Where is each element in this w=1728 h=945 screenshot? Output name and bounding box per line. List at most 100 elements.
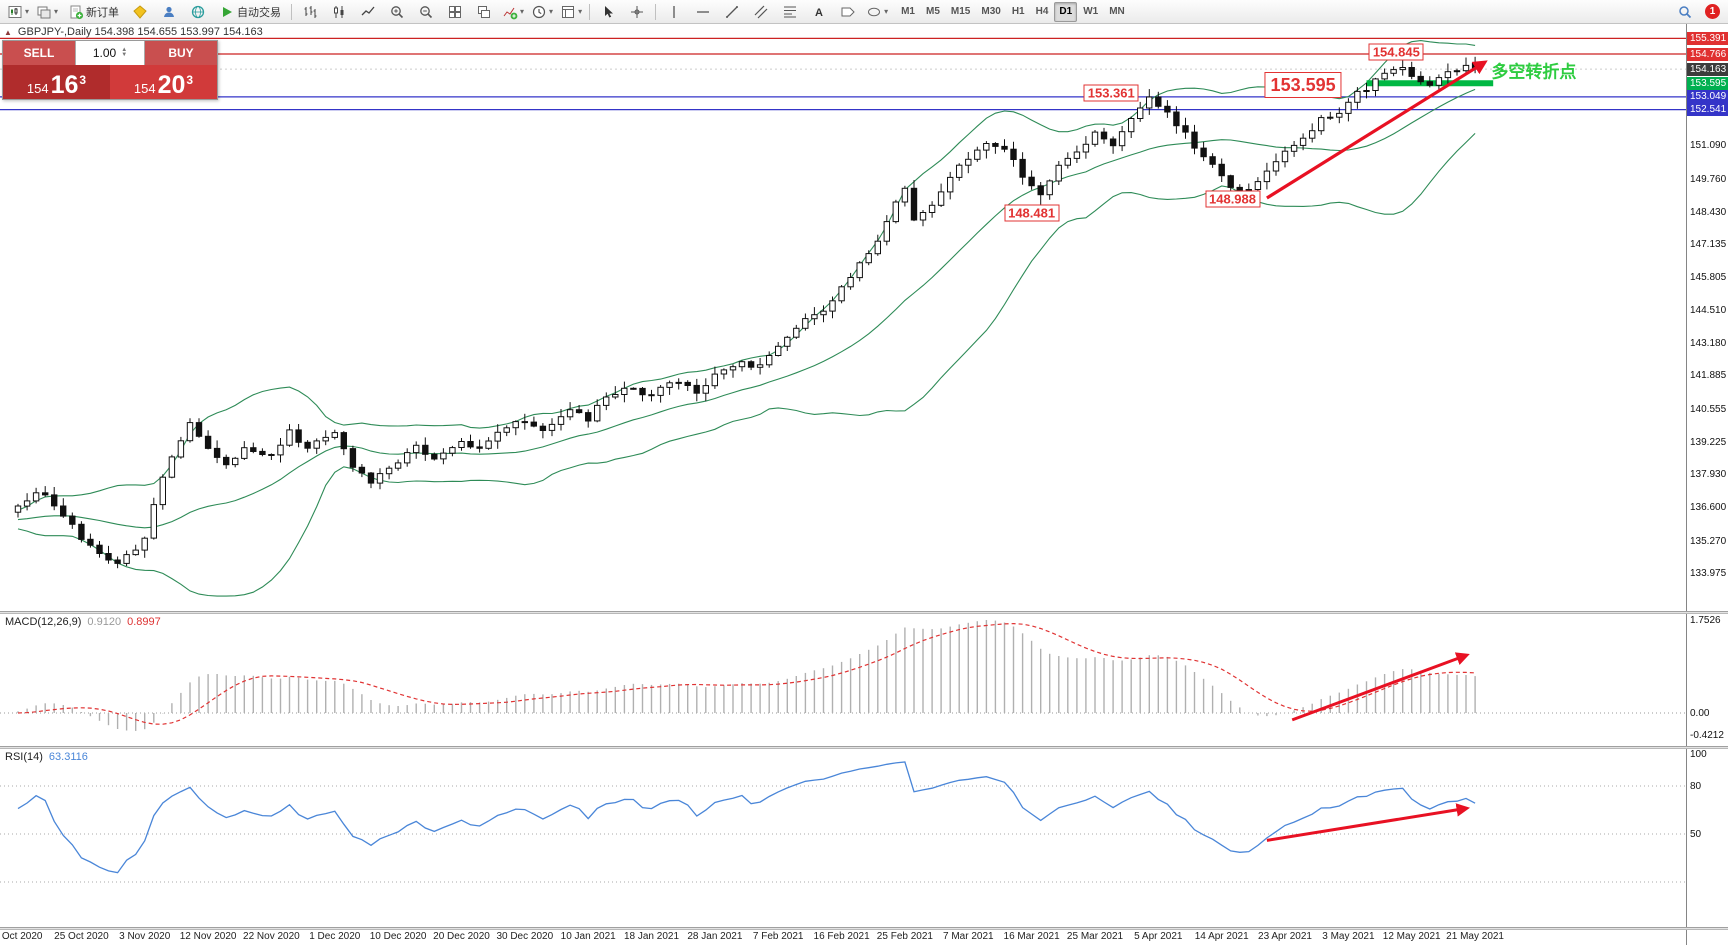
timeframe-button-w1[interactable]: W1 — [1083, 6, 1099, 17]
time-axis-label: 3 Nov 2020 — [119, 931, 171, 942]
text-tool-icon: A — [815, 7, 823, 19]
cascade-windows-button[interactable] — [470, 1, 498, 23]
text-label-button[interactable] — [834, 1, 862, 23]
sell-price[interactable]: 154 16 3 — [3, 65, 110, 99]
price-axis-label: 135.270 — [1690, 535, 1727, 547]
rsi-scale-50: 50 — [1690, 829, 1702, 840]
time-axis-label: 25 Mar 2021 — [1066, 931, 1124, 942]
rsi-panel[interactable]: RSI(14) 63.3116 — [0, 749, 1686, 927]
timeframe-button-h4[interactable]: H4 — [1035, 6, 1049, 17]
sell-button[interactable]: SELL — [3, 41, 75, 65]
time-axis[interactable]: 5 Oct 2020 25 Oct 2020 3 Nov 2020 12 Nov 20… — [0, 930, 1686, 945]
price-chart-canvas[interactable] — [0, 24, 1686, 611]
macd-name: MACD(12,26,9) — [5, 616, 82, 628]
tile-windows-icon — [449, 5, 462, 18]
channel-button[interactable] — [747, 1, 775, 23]
time-axis-label: 1 Dec 2020 — [309, 931, 361, 942]
indicators-button[interactable]: ▾ — [499, 1, 527, 23]
candlestick-chart-button[interactable] — [325, 1, 353, 23]
trendline-button[interactable] — [718, 1, 746, 23]
sell-price-big-figure: 154 — [26, 81, 49, 96]
globe-button[interactable] — [184, 1, 212, 23]
cursor-button[interactable] — [594, 1, 622, 23]
timeframe-button-m30[interactable]: M30 — [981, 6, 1001, 17]
timeframe-button-m1[interactable]: M1 — [901, 6, 915, 17]
price-axis-label: 133.975 — [1690, 567, 1727, 579]
buy-price[interactable]: 154 20 3 — [110, 65, 217, 99]
time-axis-label: 5 Apr 2021 — [1134, 931, 1183, 942]
one-click-collapse-icon[interactable]: ▲ — [4, 27, 12, 37]
search-button[interactable] — [1671, 1, 1699, 23]
zoom-out-button[interactable] — [412, 1, 440, 23]
vertical-line-button[interactable] — [660, 1, 688, 23]
price-chart-panel[interactable]: ▲ GBPJPY-,Daily 154.398 154.655 153.997 … — [0, 24, 1686, 611]
dropdown-arrow-icon: ▾ — [578, 7, 583, 16]
macd-canvas[interactable] — [0, 614, 1686, 746]
shapes-button[interactable]: ▾ — [863, 1, 891, 23]
bar-chart-icon — [304, 5, 317, 18]
volume-down-icon[interactable]: ▼ — [121, 52, 128, 58]
new-order-button[interactable]: 新订单 — [62, 1, 125, 23]
timeframe-button-mn[interactable]: MN — [1109, 6, 1125, 17]
macd-scale-max: 1.7526 — [1690, 615, 1721, 626]
profiles-button[interactable]: ▾ — [33, 1, 61, 23]
text-tool-button[interactable]: A — [805, 1, 833, 23]
panel-separator[interactable] — [0, 746, 1728, 749]
mql-editor-button[interactable] — [126, 1, 154, 23]
time-axis-label: 20 Dec 2020 — [433, 931, 490, 942]
time-axis-label: 10 Dec 2020 — [369, 931, 427, 942]
timeframe-button-m15[interactable]: M15 — [950, 6, 971, 17]
crosshair-button[interactable] — [623, 1, 651, 23]
macd-histogram — [17, 620, 1476, 731]
rsi-name: RSI(14) — [5, 751, 43, 763]
timeframe-button-d1[interactable]: D1 — [1054, 1, 1078, 22]
buy-button[interactable]: BUY — [145, 41, 217, 65]
timeframe-button-h1[interactable]: H1 — [1011, 6, 1025, 17]
shapes-icon — [868, 7, 881, 16]
macd-panel[interactable]: MACD(12,26,9) 0.9120 0.8997 — [0, 614, 1686, 746]
tile-windows-button[interactable] — [441, 1, 469, 23]
svg-text:A: A — [815, 7, 823, 19]
price-axis-label: 139.225 — [1690, 436, 1727, 448]
fibonacci-button[interactable] — [776, 1, 804, 23]
bollinger-upper-band — [17, 40, 1476, 511]
bar-chart-button[interactable] — [296, 1, 324, 23]
macd-scale-zero: 0.00 — [1690, 708, 1710, 719]
text-label-icon — [841, 7, 855, 16]
cursor-icon — [605, 5, 614, 17]
templates-button[interactable]: ▾ — [557, 1, 585, 23]
time-axis-label: 21 May 2021 — [1446, 931, 1505, 942]
rsi-canvas[interactable] — [0, 749, 1686, 927]
line-chart-button[interactable] — [354, 1, 382, 23]
candles-layer — [14, 52, 1479, 569]
timeframe-button-m5[interactable]: M5 — [926, 6, 940, 17]
profiles-icon — [37, 6, 51, 18]
time-axis-label: 22 Nov 2020 — [243, 931, 300, 942]
periods-button[interactable]: ▾ — [528, 1, 556, 23]
bollinger-middle-band — [17, 88, 1476, 529]
rsi-scale-100: 100 — [1690, 749, 1707, 760]
notification-badge[interactable]: 1 — [1705, 4, 1720, 19]
time-axis-label: 12 May 2021 — [1382, 931, 1441, 942]
toolbar-separator — [589, 3, 591, 20]
price-axis-label: 137.930 — [1690, 469, 1727, 481]
fibonacci-icon — [784, 6, 797, 17]
panel-separator[interactable] — [0, 927, 1728, 930]
crosshair-icon — [631, 5, 644, 18]
horizontal-line-button[interactable] — [689, 1, 717, 23]
autotrade-button[interactable]: 自动交易 — [213, 1, 287, 23]
new-chart-button[interactable]: ▾ — [4, 1, 32, 23]
volume-up-icon[interactable]: ▲ — [121, 47, 128, 53]
price-axis[interactable]: 1.7526 0.00 -0.4212 100 80 50 155.391 154… — [1686, 24, 1728, 945]
zoom-in-button[interactable] — [383, 1, 411, 23]
price-axis-label: 149.760 — [1690, 173, 1727, 185]
volume-input[interactable]: 1.00 ▲ ▼ — [75, 41, 145, 65]
trend-arrow — [1291, 652, 1470, 722]
panel-separator[interactable] — [0, 611, 1728, 614]
rsi-line — [17, 761, 1476, 874]
price-axis-label: 145.805 — [1690, 272, 1727, 284]
community-button[interactable] — [155, 1, 183, 23]
new-order-icon — [70, 5, 84, 19]
mql-editor-icon — [133, 4, 147, 19]
new-order-label: 新订单 — [86, 6, 120, 19]
